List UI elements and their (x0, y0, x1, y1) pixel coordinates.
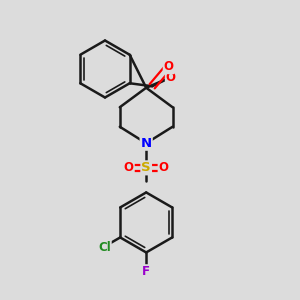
Text: O: O (164, 60, 174, 73)
Text: S: S (141, 161, 151, 174)
Text: N: N (141, 137, 152, 150)
Text: Cl: Cl (98, 241, 111, 254)
Text: O: O (124, 161, 134, 174)
Text: F: F (142, 265, 150, 278)
Text: O: O (159, 161, 169, 174)
Text: O: O (166, 71, 176, 84)
